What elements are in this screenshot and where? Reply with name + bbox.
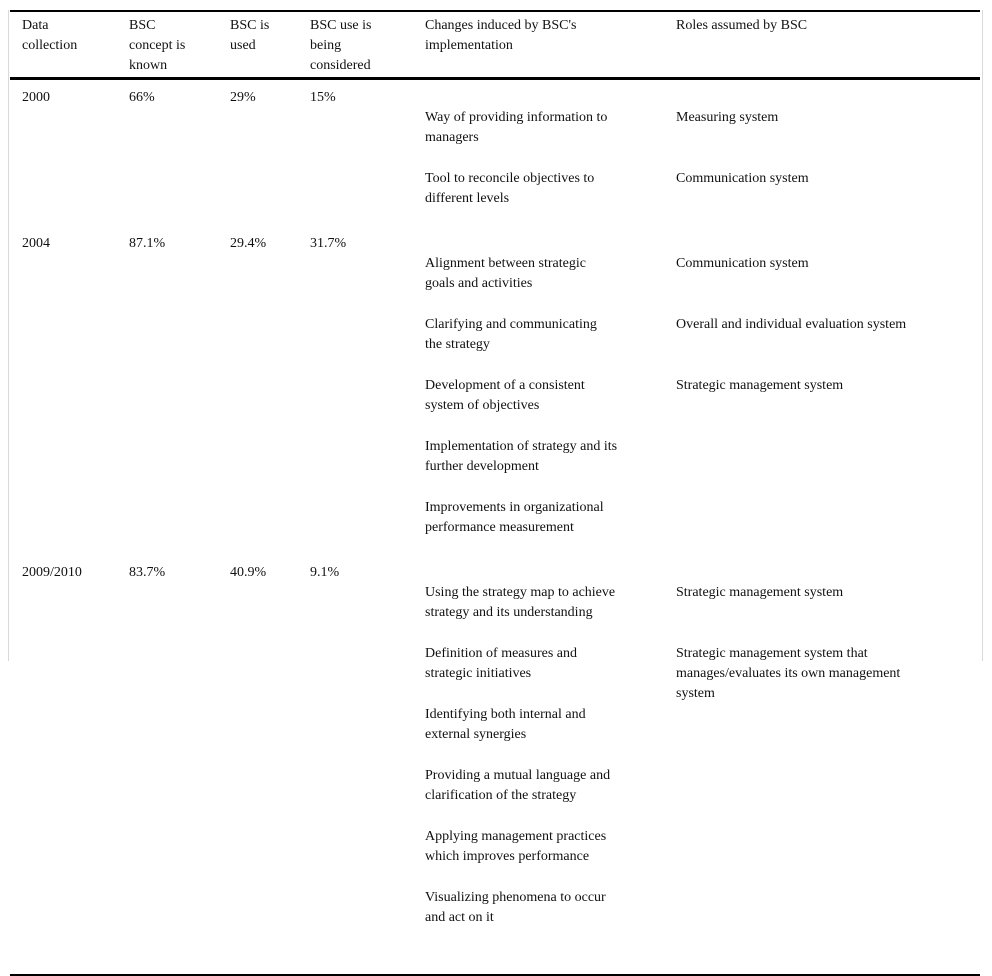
considered-cell: 31.7% [310,236,347,251]
table-header-row: Data collection BSC concept is known BSC… [10,12,980,80]
change-item: Development of a consistent system of ob… [425,378,585,413]
role-item [676,725,970,765]
role-item: Strategic management system that manages… [676,646,901,701]
used-cell: 40.9% [230,565,267,580]
header-data-collection: Data collection [22,18,78,53]
table-body: 2000 66% 29% 15% Way of providing inform… [10,80,980,974]
considered-cell: 15% [310,90,336,105]
role-item: Measuring system [676,110,779,125]
change-item: Visualizing phenomena to occur and act o… [425,890,606,925]
considered-cell: 9.1% [310,565,340,580]
used-cell: 29.4% [230,236,267,251]
role-item: Communication system [676,256,809,271]
change-item: Improvements in organizational performan… [425,500,604,535]
year-cell: 2004 [22,236,50,251]
table-row-2000: 2000 66% 29% 15% Way of providing inform… [10,88,980,229]
role-item [676,908,970,948]
roles-cell: Measuring system Communication system [676,88,980,229]
change-item: Implementation of strategy and its furth… [425,439,618,474]
header-changes: Changes induced by BSC's implementation [425,18,577,53]
concept-known-cell: 83.7% [129,565,166,580]
change-item: Tool to reconcile objectives to differen… [425,171,595,206]
change-item: Providing a mutual language and clarific… [425,768,611,803]
bsc-table: Data collection BSC concept is known BSC… [10,10,980,976]
change-item: Clarifying and communicating the strateg… [425,317,597,352]
roles-cell: Communication system Overall and individ… [676,234,980,558]
change-item: Alignment between strategic goals and ac… [425,256,586,291]
year-cell: 2009/2010 [22,565,82,580]
table-row-2004: 2004 87.1% 29.4% 31.7% Alignment between… [10,234,980,558]
role-item: Strategic management system [676,378,844,393]
header-is-used: BSC is used [230,18,270,53]
page-frame: Data collection BSC concept is known BSC… [8,10,983,976]
concept-known-cell: 66% [129,90,155,105]
role-item [676,498,970,538]
changes-cell: Way of providing information to managers… [425,88,676,229]
change-item: Identifying both internal and external s… [425,707,586,742]
year-cell: 2000 [22,90,50,105]
role-item: Strategic management system [676,585,844,600]
header-use-considered: BSC use is being considered [310,18,372,73]
header-roles: Roles assumed by BSC [676,18,808,33]
change-item: Using the strategy map to achieve strate… [425,585,616,620]
concept-known-cell: 87.1% [129,236,166,251]
change-item: Way of providing information to managers [425,110,608,145]
header-concept-known: BSC concept is known [129,18,186,73]
roles-cell: Strategic management system Strategic ma… [676,563,980,968]
used-cell: 29% [230,90,256,105]
role-item: Overall and individual evaluation system [676,317,907,332]
table-row-2009-2010: 2009/2010 83.7% 40.9% 9.1% Using the str… [10,563,980,968]
changes-cell: Alignment between strategic goals and ac… [425,234,676,558]
changes-cell: Using the strategy map to achieve strate… [425,563,676,968]
change-item: Applying management practices which impr… [425,829,607,864]
role-item [676,847,970,887]
change-item: Definition of measures and strategic ini… [425,646,578,681]
role-item [676,437,970,477]
role-item [676,786,970,826]
role-item: Communication system [676,171,809,186]
